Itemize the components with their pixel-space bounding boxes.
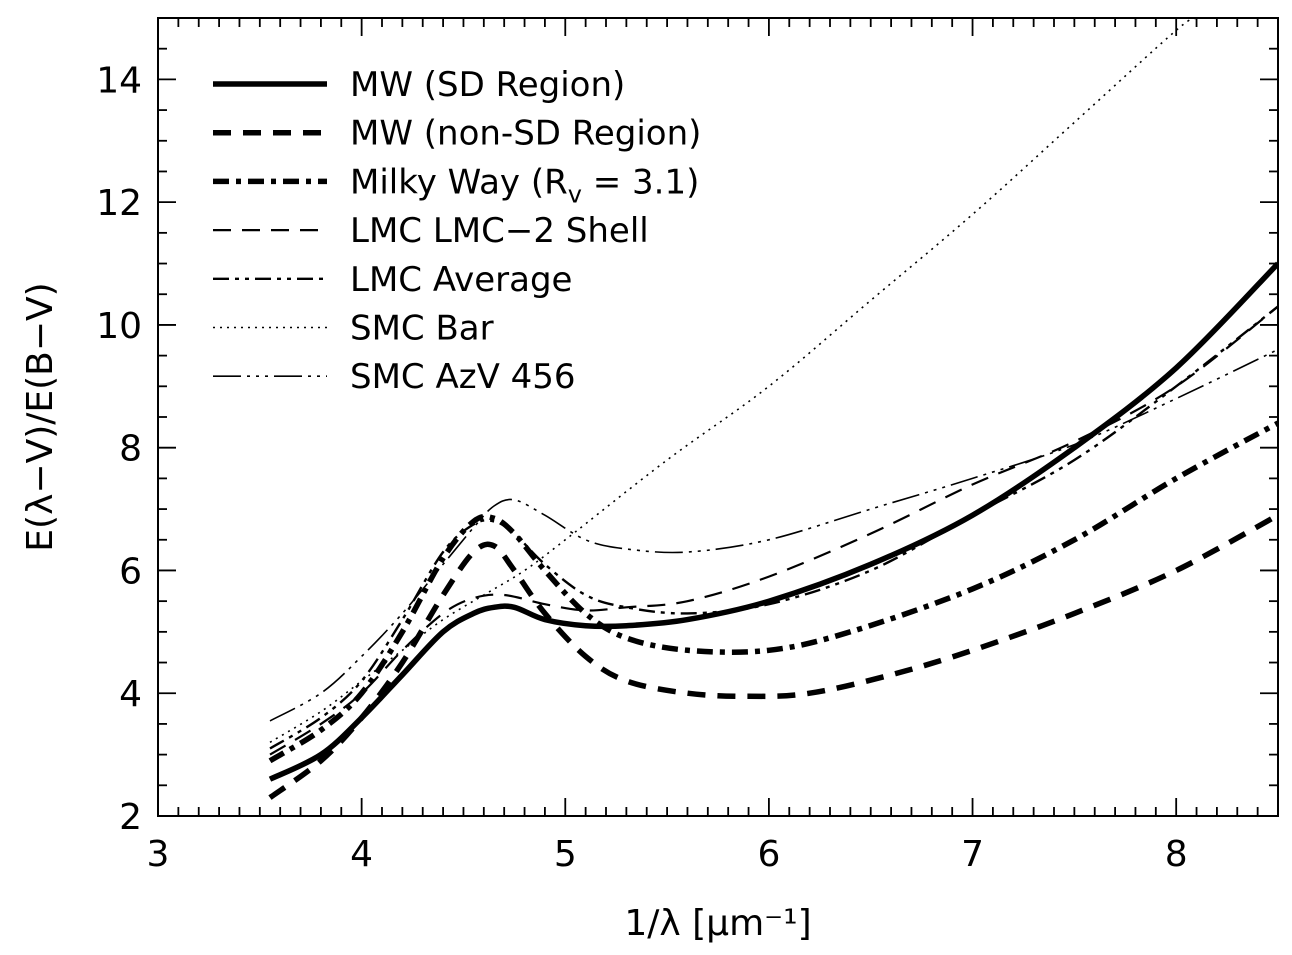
series-line-5 <box>269 18 1197 743</box>
y-tick-label: 4 <box>119 674 142 715</box>
x-tick-label: 4 <box>350 834 373 875</box>
x-tick-label: 5 <box>554 834 577 875</box>
y-tick-label: 14 <box>96 60 142 101</box>
series-line-2 <box>268 420 1278 764</box>
legend-label-subscript: v <box>568 180 582 208</box>
legend-label-text: MW (non-SD Region) <box>350 114 701 154</box>
legend-label-text: SMC AzV 456 <box>350 357 576 397</box>
x-tick-label: 7 <box>961 834 984 875</box>
x-tick-label: 6 <box>757 834 780 875</box>
legend-label-0: MW (SD Region) <box>350 65 625 105</box>
series-line-3 <box>269 305 1278 756</box>
y-tick-label: 12 <box>96 183 142 224</box>
y-axis-title: E(λ−V)/E(B−V) <box>20 282 61 551</box>
series-layer <box>268 18 1278 800</box>
legend-label-text: MW (SD Region) <box>350 65 625 105</box>
tick-layer <box>157 17 1279 817</box>
tick-label-layer: 3 4 5 6 7 8 2 4 6 8 10 12 14 <box>96 60 1187 875</box>
y-tick-label: 2 <box>119 797 142 838</box>
y-tick-label: 10 <box>96 306 142 347</box>
x-axis-title: 1/λ [μm⁻¹] <box>624 903 811 944</box>
y-tick-label: 6 <box>119 551 142 592</box>
x-tick-label: 8 <box>1165 834 1188 875</box>
legend-label-3: LMC LMC−2 Shell <box>350 211 649 251</box>
legend-label-5: SMC Bar <box>350 309 494 349</box>
legend-label-suffix: = 3.1) <box>582 162 699 202</box>
legend-label-text: SMC Bar <box>350 309 494 349</box>
series-line-1 <box>268 512 1278 800</box>
legend-label-1: MW (non-SD Region) <box>350 114 701 154</box>
legend-label-6: SMC AzV 456 <box>350 357 576 397</box>
plot-frame <box>157 17 1279 817</box>
x-tick-label: 3 <box>147 834 170 875</box>
legend: MW (SD Region) MW (non-SD Region) Milky Wa… <box>213 65 701 397</box>
legend-label-text: LMC LMC−2 Shell <box>350 211 649 251</box>
legend-label-text: Milky Way (R <box>350 162 568 202</box>
y-tick-label: 8 <box>119 429 142 470</box>
legend-label-text: LMC Average <box>350 260 572 300</box>
legend-label-4: LMC Average <box>350 260 572 300</box>
series-line-6 <box>269 348 1278 722</box>
legend-label-2: Milky Way (Rv = 3.1) <box>350 162 699 208</box>
